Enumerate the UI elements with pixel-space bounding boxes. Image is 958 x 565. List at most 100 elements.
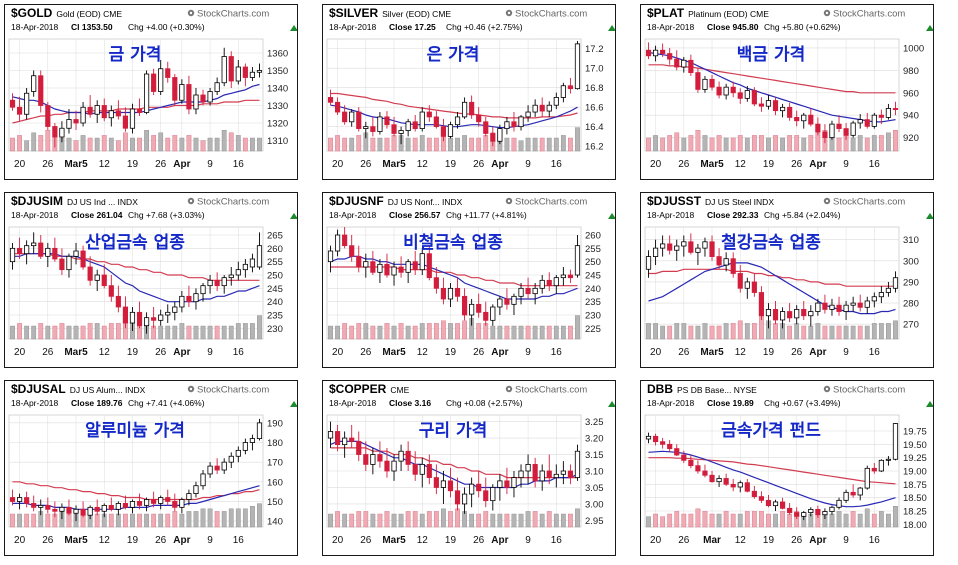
- candle-body: [737, 482, 743, 488]
- candle-body: [645, 49, 652, 57]
- stockcharts-logo-hole: [507, 199, 511, 203]
- x-tick-label: 16: [233, 535, 245, 546]
- candle-body: [518, 116, 524, 128]
- candle-body: [405, 261, 411, 273]
- volume-bar: [871, 323, 877, 340]
- volume-bar: [441, 320, 446, 340]
- candle-body: [165, 68, 171, 78]
- symbol: $PLAT: [647, 6, 685, 20]
- candle-body: [476, 303, 482, 313]
- candle-body: [667, 443, 673, 449]
- volume-bar: [476, 323, 482, 340]
- candle-body: [454, 116, 461, 126]
- volume-bar: [228, 325, 234, 340]
- volume-bar: [144, 513, 149, 528]
- candle-body: [518, 470, 524, 478]
- volume-bar: [695, 325, 701, 340]
- volume-bar: [660, 516, 666, 528]
- volume-bar: [857, 325, 863, 340]
- chart-svg: 230 235 240 245 250 255 260 265 20 26 Mar5 12 19 26 Ap…: [8, 194, 297, 358]
- candle-body: [179, 499, 185, 508]
- candle-body: [539, 104, 545, 112]
- symbol: DBB: [647, 382, 673, 396]
- y-tick-label: 310: [903, 235, 919, 246]
- candle-body: [38, 75, 44, 106]
- ma-long-line: [12, 99, 260, 124]
- volume-bar: [221, 129, 227, 152]
- candle-body: [136, 501, 143, 506]
- volume-bar: [433, 511, 439, 528]
- candle-body: [688, 241, 694, 253]
- korean-title: 산업금속 업종: [85, 233, 185, 253]
- candle-body: [228, 56, 234, 82]
- volume-bar: [702, 511, 708, 528]
- y-tick-label: 940: [903, 111, 919, 122]
- chart-svg: 140 150 160 170 180 190 20 26 Mar5 12 19 26 Apr 9 16 $D…: [8, 382, 297, 546]
- x-tick-label: 26: [473, 159, 485, 170]
- candle-body: [129, 501, 136, 508]
- symbol: $COPPER: [329, 382, 387, 396]
- symbol: $SILVER: [329, 6, 378, 20]
- candle-body: [702, 78, 708, 90]
- candle-body: [674, 58, 680, 68]
- candle-body: [256, 245, 263, 268]
- candle-body: [525, 287, 531, 295]
- volume-bar: [384, 511, 390, 528]
- volume-bar: [744, 511, 750, 528]
- volume-bar: [553, 325, 559, 340]
- chart-header: $DJUSST DJ US Steel INDX: [647, 194, 774, 208]
- volume-bar: [17, 135, 22, 152]
- x-tick-label: 9: [525, 347, 531, 358]
- candle-body: [214, 465, 220, 471]
- chart-date: 18-Apr-2018: [647, 22, 695, 32]
- candle-body: [249, 71, 256, 78]
- candle-body: [349, 245, 355, 257]
- candle-body: [878, 459, 884, 472]
- candle-body: [553, 97, 559, 106]
- volume-bar: [235, 135, 241, 152]
- volume-bar: [539, 325, 545, 340]
- candle-body: [801, 114, 807, 122]
- candle-body: [80, 508, 86, 516]
- candle-body: [518, 287, 524, 297]
- volume-bar: [462, 320, 467, 340]
- chart-panel-silver: 16.2 16.4 16.6 16.8 17.0 17.2 20 26 Mar5 12 19 26 Ap…: [322, 4, 616, 180]
- volume-bar: [24, 513, 30, 528]
- volume-bar: [709, 325, 715, 340]
- x-tick-label: 16: [551, 347, 563, 358]
- x-tick-label: Apr: [173, 347, 190, 358]
- y-tick-label: 3.05: [585, 483, 604, 494]
- candle-body: [242, 442, 248, 451]
- candle-body: [645, 256, 652, 270]
- candle-body: [186, 295, 192, 303]
- change-value: Chg +5.80 (+0.62%): [764, 22, 841, 32]
- volume-bar: [850, 137, 856, 152]
- volume-bar: [829, 325, 835, 340]
- volume-bar: [886, 513, 891, 528]
- x-tick-label: Mar5: [700, 159, 724, 170]
- ma-short-line: [648, 262, 896, 315]
- candle-body: [129, 311, 136, 324]
- korean-title: 금 가격: [109, 45, 162, 65]
- chart-date: 18-Apr-2018: [647, 210, 695, 220]
- candle-body: [80, 106, 86, 124]
- candle-body: [193, 293, 199, 303]
- symbol: $DJUSAL: [11, 382, 66, 396]
- y-tick-label: 18.50: [903, 493, 927, 504]
- volume-bar: [45, 325, 51, 340]
- chart-panel-gold: 1310 1320 1330 1340 1350 1360 20 26 Mar5 12 19 26 Ap…: [4, 4, 298, 180]
- candle-body: [45, 247, 51, 257]
- volume-bar: [688, 135, 694, 152]
- x-tick-label: 19: [127, 535, 139, 546]
- x-tick-label: Mar5: [64, 535, 88, 546]
- candle-body: [822, 302, 828, 310]
- volume-bar: [398, 513, 404, 528]
- volume-bar: [186, 135, 192, 152]
- candle-body: [440, 287, 447, 300]
- source-label: StockCharts.com: [833, 9, 905, 20]
- x-tick-label: 26: [791, 159, 803, 170]
- y-tick-label: 235: [267, 311, 283, 322]
- candle-body: [24, 92, 30, 115]
- volume-bar: [773, 323, 778, 340]
- volume-bar: [349, 513, 355, 528]
